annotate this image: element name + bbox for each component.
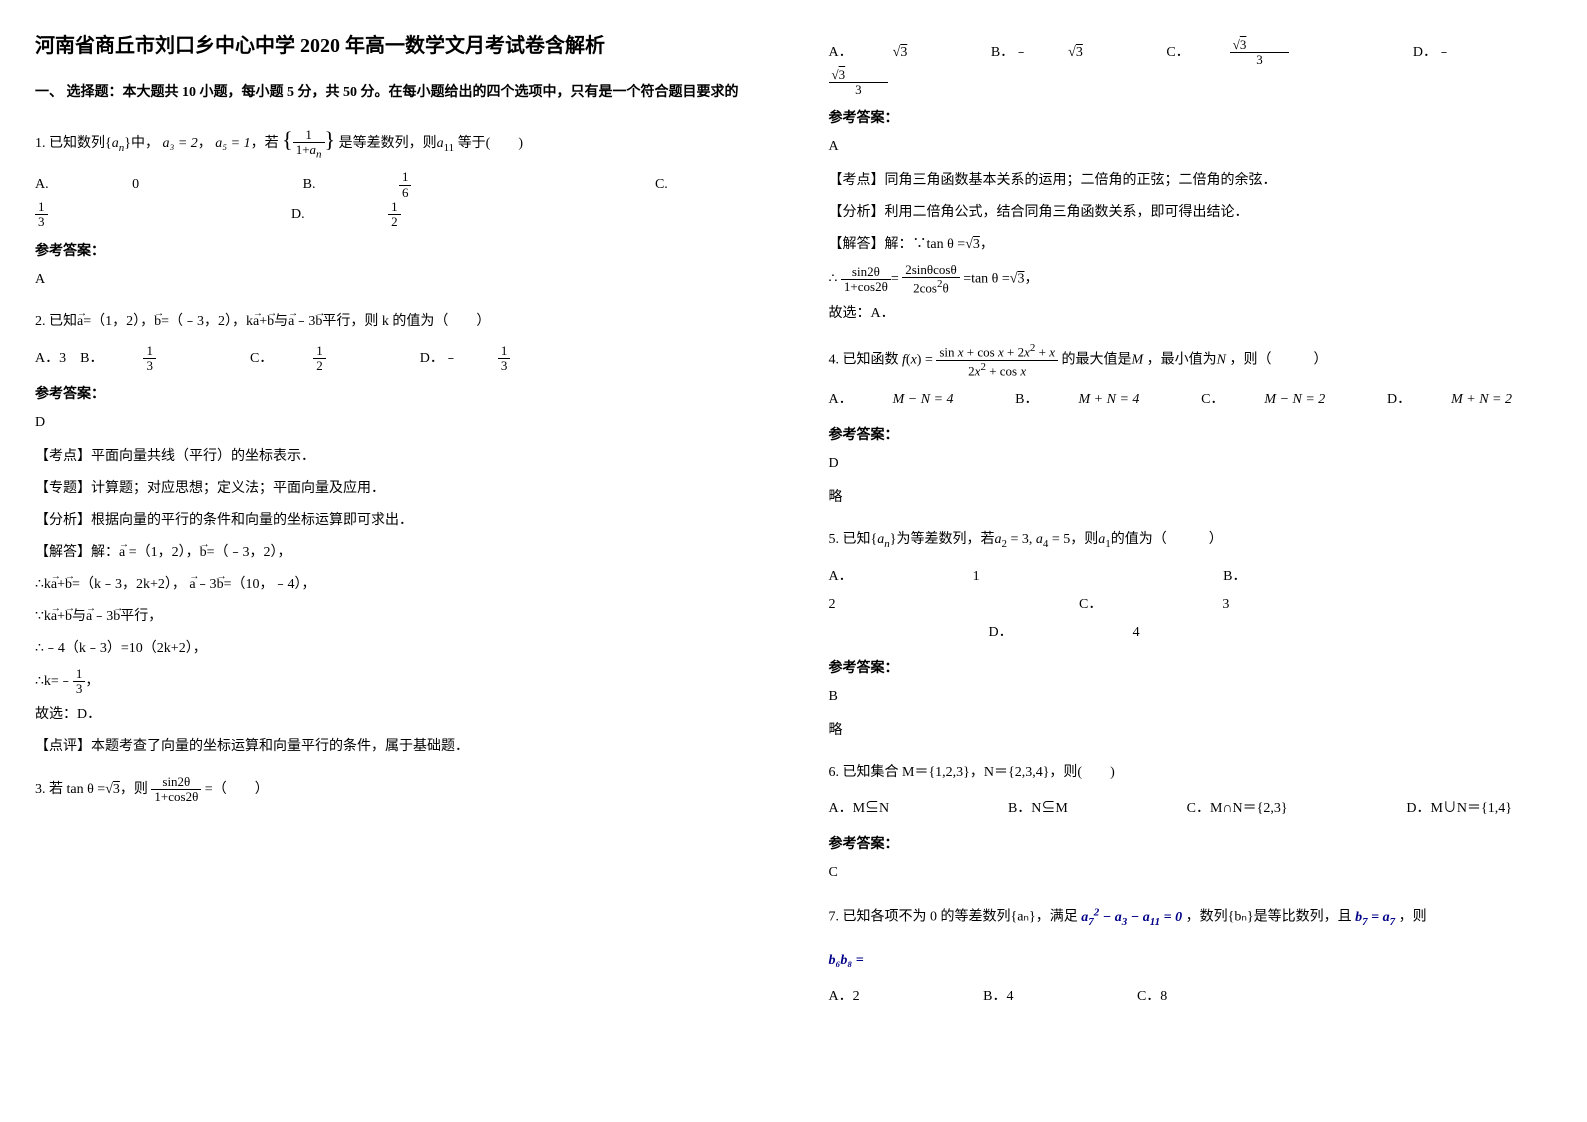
q4-answer: D (829, 450, 1553, 478)
question-5: 5. 已知{an}为等差数列，若a2 = 3, a4 = 5，则a1的值为（ ） (829, 526, 1553, 555)
exam-title: 河南省商丘市刘口乡中心中学 2020 年高一数学文月考试卷含解析 (35, 30, 759, 62)
q2-answer: D (35, 409, 759, 437)
q2-jieda-5: ∴k=﹣13， (35, 667, 759, 697)
q2-kaodian: 【考点】平面向量共线（平行）的坐标表示． (35, 443, 759, 471)
q2-fenxi: 【分析】根据向量的平行的条件和向量的坐标运算即可求出． (35, 507, 759, 535)
q2-jieda-3: ∵ka+b与a﹣3b平行， (35, 603, 759, 631)
q6-answer: C (829, 859, 1553, 887)
q3-jieda-2: ∴ sin2θ1+cos2θ= 2sinθcosθ2cos2θ =tan θ =… (829, 263, 1553, 296)
q2-jieda-6: 故选：D． (35, 701, 759, 729)
question-4: 4. 已知函数 f(x) = sin x + cos x + 2x2 + x2x… (829, 342, 1553, 378)
answer-label: 参考答案： (829, 833, 1553, 853)
q7-ask: b₆b₈ = (829, 947, 1553, 975)
q2-jieda-4: ∴﹣4（k﹣3）=10（2k+2）， (35, 635, 759, 663)
question-1: 1. 已知数列{an}中， a₃ = 2， a₅ = 1，若 {11+an} 是… (35, 118, 759, 162)
question-2: 2. 已知a=（1，2），b=（﹣3，2），ka+b与a﹣3b平行，则 k 的值… (35, 308, 759, 336)
q1-answer: A (35, 266, 759, 294)
q2-options: A．3 B．13 C．12 D．﹣13 (35, 344, 759, 374)
q4-lue: 略 (829, 484, 1553, 512)
q3-jieda-3: 故选：A． (829, 300, 1553, 328)
section-1-header: 一、 选择题：本大题共 10 小题，每小题 5 分，共 50 分。在每小题给出的… (35, 82, 759, 104)
q3-kaodian: 【考点】同角三角函数基本关系的运用；二倍角的正弦；二倍角的余弦． (829, 167, 1553, 195)
q5-answer: B (829, 683, 1553, 711)
q3-jieda-1: 【解答】解：∵tan θ =√3， (829, 231, 1553, 259)
answer-label: 参考答案： (829, 107, 1553, 127)
q3-answer: A (829, 133, 1553, 161)
q3-fenxi: 【分析】利用二倍角公式，结合同角三角函数关系，即可得出结论． (829, 199, 1553, 227)
answer-label: 参考答案： (829, 424, 1553, 444)
q2-zhuanti: 【专题】计算题；对应思想；定义法；平面向量及应用． (35, 475, 759, 503)
q7-options: A．2 B．4 C．8 (829, 983, 1553, 1011)
q2-dianping: 【点评】本题考查了向量的坐标运算和向量平行的条件，属于基础题． (35, 733, 759, 761)
left-column: 河南省商丘市刘口乡中心中学 2020 年高一数学文月考试卷含解析 一、 选择题：… (0, 0, 794, 1122)
q4-options: A．M − N = 4 B．M + N = 4 C．M − N = 2 D．M … (829, 386, 1553, 414)
q2-jieda-2: ∴ka+b=（k﹣3，2k+2）， a﹣3b=（10，﹣4）， (35, 571, 759, 599)
q6-options: A．M⊆N B．N⊆M C．M∩N＝{2,3} D．M∪N＝{1,4} (829, 795, 1553, 823)
right-column: A．√3 B．﹣√3 C．√33 D．﹣√33 参考答案： A 【考点】同角三角… (794, 0, 1587, 1122)
answer-label: 参考答案： (35, 240, 759, 260)
question-6: 6. 已知集合 M＝{1,2,3}，N＝{2,3,4}，则( ) (829, 759, 1553, 787)
q3-options: A．√3 B．﹣√3 C．√33 D．﹣√33 (829, 38, 1553, 97)
q5-options: A．1 B．2 C．3 D．4 (829, 563, 1553, 647)
question-7: 7. 已知各项不为 0 的等差数列{aₙ}，满足 a72 − a3 − a11 … (829, 901, 1553, 932)
answer-label: 参考答案： (829, 657, 1553, 677)
answer-label: 参考答案： (35, 383, 759, 403)
q2-jieda-1: 【解答】解：a =（1，2），b=（﹣3，2）， (35, 539, 759, 567)
q1-options: A. 0 B. 16 C. 13 D. 12 (35, 170, 759, 229)
question-3: 3. 若 tan θ =√3，则 sin2θ1+cos2θ =（ ） (35, 775, 759, 805)
q5-lue: 略 (829, 717, 1553, 745)
